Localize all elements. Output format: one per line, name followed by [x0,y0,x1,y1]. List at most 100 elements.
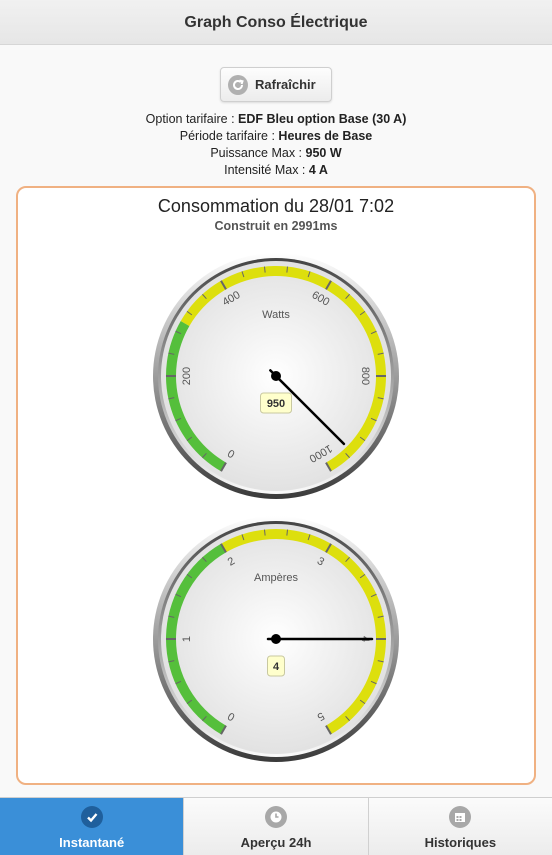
clock-icon [264,806,287,828]
gauge-minor-tick [286,266,288,273]
gauge-minor-tick [307,271,311,278]
gauge-minor-tick [345,452,350,459]
gauge-minor-tick [359,310,366,316]
gauge-minor-tick [377,615,384,618]
info-label: Puissance Max : [210,146,306,160]
gauge-tick-label: 1 [181,636,193,642]
gauge-minor-tick [175,330,182,335]
gauge-minor-tick [175,593,182,598]
bottom-nav: Instantané Aperçu 24h Historiques [0,797,552,855]
gauge-tick-label: 0 [226,446,237,459]
gauge-major-tick [325,280,332,290]
gauge-needle [269,369,346,446]
check-icon [80,806,103,828]
info-value: 950 W [305,146,342,160]
gauges-svg: 02004006008001000Watts950012345Ampères4 [153,253,399,762]
gauge-minor-tick [186,573,193,579]
refresh-icon [228,74,248,95]
info-line-max-power: Puissance Max : 950 W [0,145,552,162]
info-label: Option tarifaire : [145,112,239,126]
tab-apercu-24h[interactable]: Aperçu 24h [184,798,369,855]
gauge-value-label: 950 [267,398,285,410]
gauge-pivot [271,634,281,644]
gauge-title: Ampères [254,572,299,584]
gauge-minor-tick [168,397,175,400]
gauge-minor-tick [307,534,311,541]
gauge-minor-tick [186,699,193,705]
gauge-minor-tick [377,660,384,663]
info-value: Heures de Base [278,129,373,143]
header-bar: Graph Conso Électrique [0,0,552,45]
gauge-minor-tick [202,715,207,722]
gauge-tick-label: 200 [181,367,193,385]
gauge-tick-label: 0 [226,709,237,722]
gauge-minor-tick [241,271,245,278]
gauge-minor-tick [345,556,350,563]
chart-subtitle: Construit en 2991ms [214,219,338,233]
chart-title: Consommation du 28/01 7:02 [157,196,395,216]
gauge-minor-tick [202,452,207,459]
gauge-major-tick [325,725,332,735]
gauge-value-box [260,392,292,414]
gauge-minor-tick [345,715,350,722]
gauge-major-tick [220,280,227,290]
refresh-button[interactable]: Rafraîchir [220,67,332,102]
gauge-minor-tick [286,529,288,536]
tab-label: Historiques [424,835,497,850]
info-value: EDF Bleu option Base (30 A) [238,112,407,126]
gauge-minor-tick [370,680,377,685]
gauge-minor-tick [370,330,377,335]
gauge-band-0 [165,543,226,735]
gauge-minor-tick [377,397,384,400]
gauge-value-label: 4 [273,661,280,673]
gauge-minor-tick [264,529,266,536]
gauge-minor-tick [345,293,350,300]
tab-instantane[interactable]: Instantané [0,798,185,855]
calendar-icon [449,806,472,828]
tab-historiques[interactable]: Historiques [368,798,552,855]
gauge-tick-label: 3 [315,555,326,568]
gauge-minor-tick [264,266,266,273]
gauge-title: Watts [262,309,290,321]
gauge-minor-tick [370,593,377,598]
tab-label: Instantané [59,835,125,850]
gauge-minor-tick [370,417,377,422]
refresh-button-label: Rafraîchir [255,77,316,92]
gauge-major-tick [325,462,332,472]
gauge-tick-label: 2 [226,555,237,568]
gauge-minor-tick [359,436,366,442]
gauge-tick-label: 800 [359,367,371,385]
info-label: Intensité Max : [224,163,309,177]
gauge-minor-tick [168,660,175,663]
gauge-minor-tick [377,352,384,355]
gauge-major-tick [220,543,227,553]
tab-label: Aperçu 24h [240,835,312,850]
gauge-minor-tick [359,573,366,579]
gauge-minor-tick [359,699,366,705]
page-title: Graph Conso Électrique [184,14,368,31]
gauge-minor-tick [202,293,207,300]
info-value: 4 A [308,163,328,177]
gauge-major-tick [220,462,227,472]
info-label: Période tarifaire : [179,129,279,143]
gauge-minor-tick [186,436,193,442]
gauge-minor-tick [175,417,182,422]
gauge-minor-tick [168,615,175,618]
gauge-minor-tick [186,310,193,316]
gauge-minor-tick [168,352,175,355]
gauge-minor-tick [175,680,182,685]
gauge-major-tick [220,725,227,735]
info-line-tariff-option: Option tarifaire : EDF Bleu option Base … [0,111,552,128]
gauge-major-tick [325,543,332,553]
gauge-tick-label: 5 [315,709,326,722]
gauge-band-0 [165,321,226,472]
gauge-minor-tick [202,556,207,563]
info-line-tariff-period: Période tarifaire : Heures de Base [0,128,552,145]
info-line-max-current: Intensité Max : 4 A [0,162,552,179]
gauge-minor-tick [241,534,245,541]
gauge-pivot [271,371,281,381]
gauge-value-box [267,655,285,677]
gauge-amperes: 012345Ampères4 [153,516,399,762]
tariff-info: Option tarifaire : EDF Bleu option Base … [0,111,552,179]
